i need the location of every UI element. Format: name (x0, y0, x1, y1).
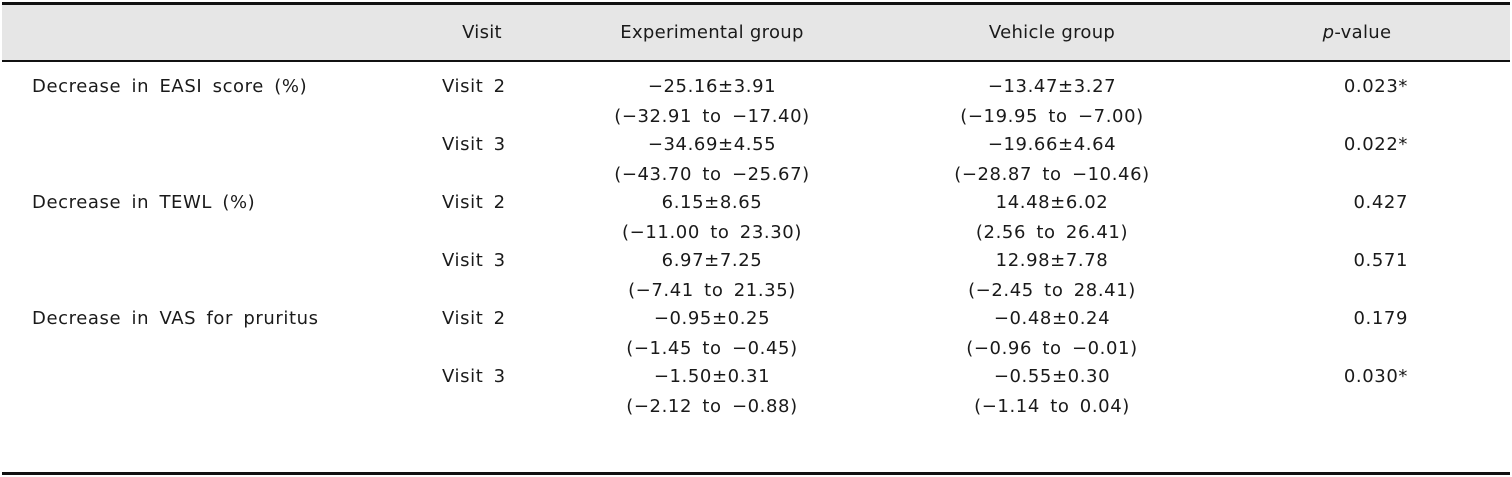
header-vehicle-group: Vehicle group (988, 22, 1116, 43)
row-label: Decrease in EASI score (%) (32, 76, 308, 97)
visit-cell: Visit 3 (442, 250, 506, 271)
visit-cell: Visit 2 (442, 76, 506, 97)
vehicle-ci: (−1.14 to 0.04) (974, 396, 1130, 417)
experimental-mean: −25.16±3.91 (647, 76, 777, 97)
experimental-mean: 6.97±7.25 (661, 250, 763, 271)
header-visit: Visit (462, 22, 502, 43)
header-p-suffix: -value (1334, 22, 1392, 43)
vehicle-mean: −0.55±0.30 (993, 366, 1111, 387)
experimental-mean: 6.15±8.65 (661, 192, 763, 213)
row-label: Decrease in TEWL (%) (32, 192, 256, 213)
experimental-mean: −0.95±0.25 (653, 308, 771, 329)
header-experimental-group: Experimental group (620, 22, 804, 43)
header-p-value: p-value (1292, 5, 1422, 60)
vehicle-mean: 12.98±7.78 (995, 250, 1109, 271)
experimental-ci: (−32.91 to −17.40) (614, 106, 810, 127)
header-rule (2, 60, 1510, 62)
visit-cell: Visit 3 (442, 366, 506, 387)
row-label: Decrease in VAS for pruritus (32, 308, 319, 329)
visit-cell: Visit 3 (442, 134, 506, 155)
p-value-cell: 0.571 (1353, 250, 1408, 271)
p-value-cell: 0.030* (1343, 366, 1408, 387)
experimental-ci: (−11.00 to 23.30) (622, 222, 802, 243)
vehicle-ci: (−2.45 to 28.41) (968, 280, 1136, 301)
bottom-rule (2, 472, 1510, 475)
vehicle-mean: −13.47±3.27 (987, 76, 1117, 97)
p-value-cell: 0.023* (1343, 76, 1408, 97)
p-value-cell: 0.022* (1343, 134, 1408, 155)
experimental-ci: (−7.41 to 21.35) (628, 280, 796, 301)
experimental-ci: (−1.45 to −0.45) (626, 338, 798, 359)
vehicle-mean: 14.48±6.02 (995, 192, 1109, 213)
experimental-mean: −34.69±4.55 (647, 134, 777, 155)
vehicle-mean: −19.66±4.64 (987, 134, 1117, 155)
top-rule (2, 2, 1510, 5)
vehicle-ci: (−28.87 to −10.46) (954, 164, 1150, 185)
visit-cell: Visit 2 (442, 308, 506, 329)
vehicle-ci: (−19.95 to −7.00) (960, 106, 1144, 127)
experimental-ci: (−2.12 to −0.88) (626, 396, 798, 417)
vehicle-ci: (2.56 to 26.41) (975, 222, 1129, 243)
header-p-italic: p (1322, 22, 1335, 43)
experimental-mean: −1.50±0.31 (653, 366, 771, 387)
experimental-ci: (−43.70 to −25.67) (614, 164, 810, 185)
vehicle-ci: (−0.96 to −0.01) (966, 338, 1138, 359)
vehicle-mean: −0.48±0.24 (993, 308, 1111, 329)
p-value-cell: 0.427 (1353, 192, 1408, 213)
p-value-cell: 0.179 (1353, 308, 1408, 329)
visit-cell: Visit 2 (442, 192, 506, 213)
table-header (2, 5, 1510, 60)
